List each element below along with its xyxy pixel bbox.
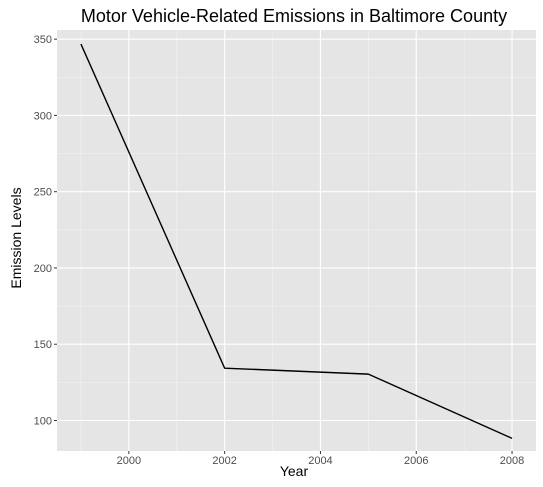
y-tick-label: 100 [34, 415, 52, 427]
series-line [80, 43, 513, 439]
x-tick-label: 2006 [404, 455, 428, 467]
x-axis-title: Year [280, 463, 309, 479]
plot-panel [57, 30, 536, 451]
x-tick-label: 2004 [308, 455, 332, 467]
x-tick-label: 2000 [117, 455, 141, 467]
y-axis-title: Emission Levels [8, 187, 24, 288]
y-tick-label: 200 [34, 263, 52, 275]
grid [57, 30, 536, 451]
x-tick-label: 2002 [212, 455, 236, 467]
x-tick-label: 2008 [500, 455, 524, 467]
series [80, 43, 513, 439]
panel-background [57, 30, 536, 451]
y-tick-label: 350 [34, 34, 52, 46]
y-tick-label: 300 [34, 110, 52, 122]
chart-title: Motor Vehicle-Related Emissions in Balti… [81, 6, 507, 26]
x-axis: 2000 2002 2004 2006 2008 [117, 451, 524, 467]
y-tick-label: 150 [34, 339, 52, 351]
y-tick-label: 250 [34, 187, 52, 199]
y-axis: 100 150 200 250 300 350 [34, 34, 57, 427]
